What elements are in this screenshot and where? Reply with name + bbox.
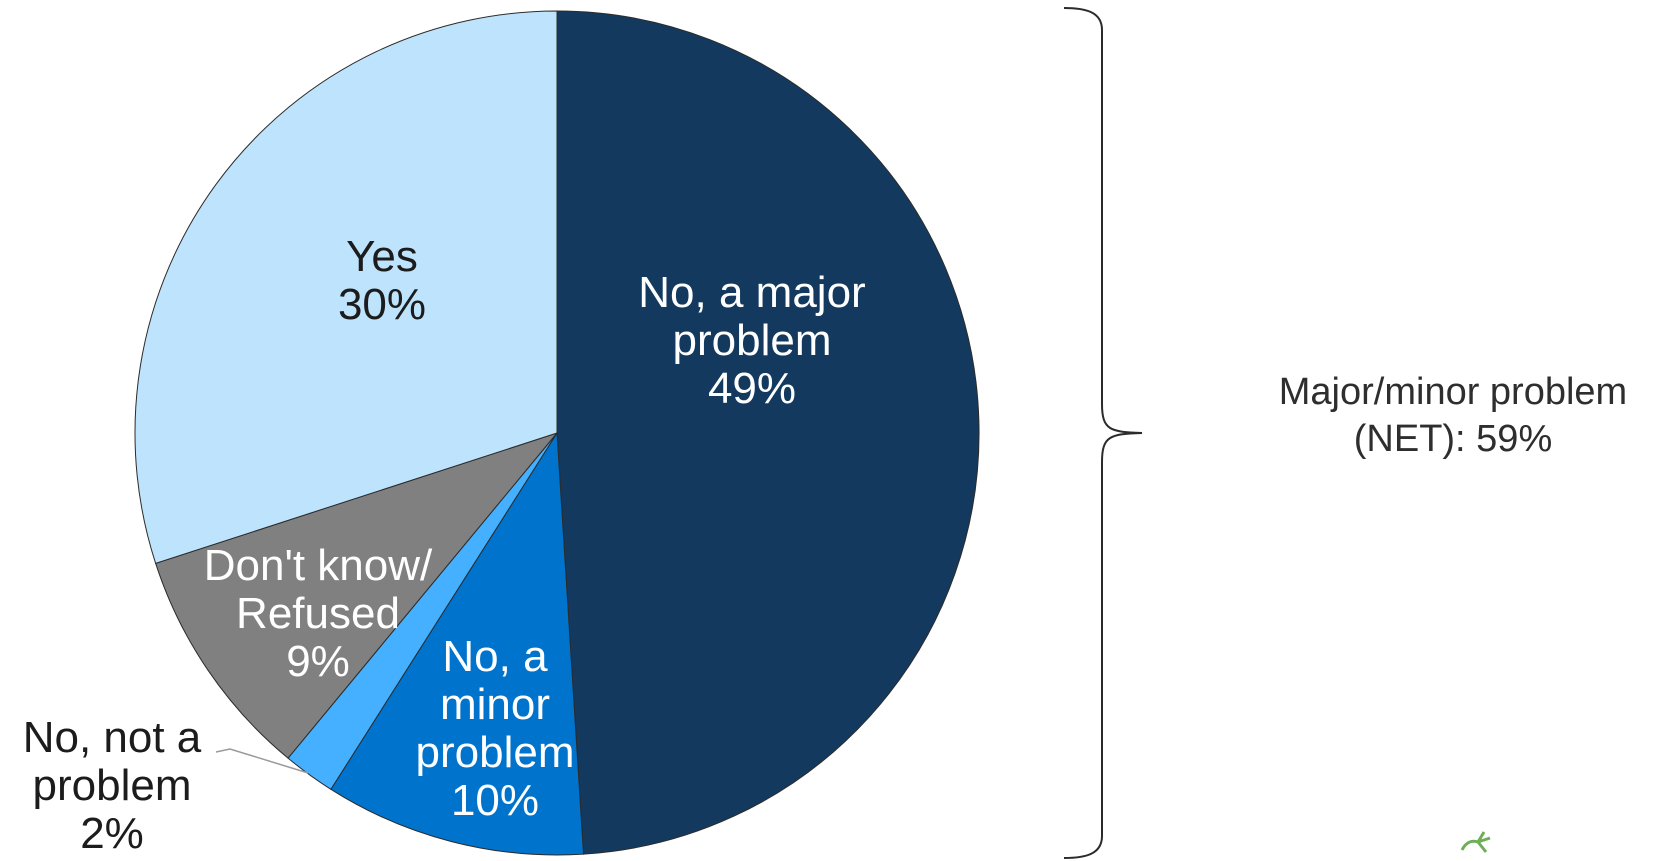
- leader-lines: [215, 748, 309, 774]
- net-annotation-line-0: Major/minor problem: [1279, 371, 1627, 413]
- pie-slices: [134, 10, 980, 856]
- slice-label-2: No, not a problem 2%: [23, 713, 202, 858]
- slice-label-0: No, a major problem 49%: [638, 268, 865, 413]
- pie-slice-4: [134, 10, 558, 565]
- slice-label-1: No, a minor problem 10%: [416, 632, 575, 825]
- net-annotation: Major/minor problem (NET): 59%: [1279, 371, 1627, 460]
- pie-slice-3: [155, 431, 559, 759]
- net-bracket: [1063, 7, 1143, 859]
- slice-label-4: Yes 30%: [338, 232, 426, 329]
- slice-labels: No, a major problem 49% No, a minor problem 10…: [23, 232, 866, 858]
- slice-label-3: Don't know/Refused 9%: [204, 541, 433, 686]
- leader-line-2: [215, 748, 309, 774]
- logo-mark: [1460, 831, 1491, 853]
- pie-slice-1: [330, 431, 585, 856]
- net-annotation-line-1: (NET): 59%: [1354, 418, 1552, 460]
- pie-slice-0: [556, 10, 980, 855]
